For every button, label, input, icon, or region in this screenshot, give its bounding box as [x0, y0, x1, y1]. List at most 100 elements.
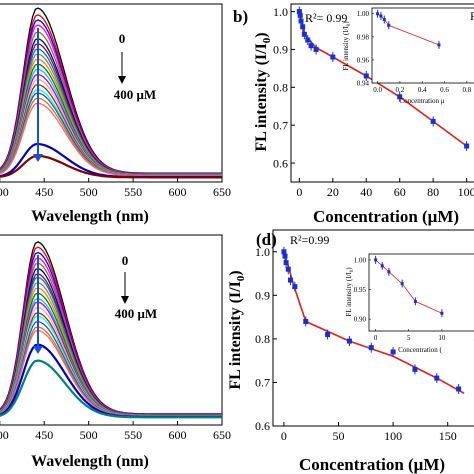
panel-b-frame — [290, 3, 474, 183]
panel-c-curves — [0, 241, 222, 419]
panel-b-plot: b) R²= 0.99 0.6 0.7 0.8 0.9 1.0 0 20 40 60 80 100… — [233, 3, 474, 226]
panel-d-inset-points — [374, 255, 444, 318]
x-tick-label: 450 — [35, 185, 53, 199]
x-tick-label: 0 — [374, 334, 378, 342]
x-tick-label: 450 — [35, 428, 53, 442]
panel-a-x-axis-title: Wavelength (nm) — [31, 208, 149, 225]
x-tick-label: 10 — [438, 334, 446, 342]
panel-c-frame — [0, 234, 223, 426]
x-tick-label: 0 — [281, 429, 287, 443]
panel-d-label: (d) — [256, 230, 277, 249]
panel-a-x-ticks: 400 450 500 550 600 650 — [0, 178, 231, 199]
data-point — [440, 311, 444, 315]
x-tick-label: 20 — [327, 185, 339, 199]
spectrum-curve — [0, 329, 222, 418]
spectrum-curve — [0, 359, 222, 419]
panel-b-inset-y-ticks: 0.94 0.96 0.98 1.00 — [357, 10, 374, 87]
x-tick-label: 0.2 — [396, 86, 405, 94]
panel-c-x-axis-title: Wavelength (nm) — [31, 453, 149, 470]
panel-b-r2: R²= 0.99 — [305, 11, 347, 25]
data-point — [387, 23, 391, 27]
data-point — [464, 143, 470, 149]
x-tick-label: 600 — [169, 185, 187, 199]
panel-a-curves — [0, 7, 222, 179]
data-point — [281, 249, 287, 255]
panel-d-inset-frame — [368, 253, 474, 332]
y-tick-label: 1.0 — [273, 5, 288, 19]
x-tick-label: 550 — [124, 185, 142, 199]
panel-d-y-ticks: 0.6 0.7 0.8 0.9 1.0 — [255, 245, 277, 433]
panel-c-annotation-bottom: 400 μM — [115, 306, 157, 321]
data-point — [300, 24, 306, 30]
panel-c-spectra: 400 450 500 550 600 650 0 400 μM Wavelength (… — [0, 234, 231, 470]
panel-d-inset-y-ticks: 0.90 0.95 1.00 — [354, 256, 371, 324]
data-point — [292, 284, 298, 290]
data-point — [434, 375, 440, 381]
data-point — [313, 46, 319, 52]
panel-d-plot: (d) R²=0.99 0.60.70.80.91.0 0 50 100 150 FL… — [227, 229, 474, 474]
spectrum-curve — [0, 343, 222, 418]
panel-d-inset-y-title: FL intensity (I/I0) — [345, 267, 355, 317]
data-point — [437, 43, 441, 47]
y-tick-label: 1.00 — [354, 256, 367, 264]
spectrum-curve — [0, 326, 222, 417]
x-tick-label: 500 — [80, 428, 98, 442]
y-tick-label: 0.90 — [354, 316, 367, 324]
y-tick-label: 0.8 — [255, 332, 270, 346]
data-point — [390, 349, 396, 355]
panel-d-x-axis-title: Concentration (μM) — [299, 455, 445, 474]
x-tick-label: 400 — [0, 185, 9, 199]
spectrum-curve — [0, 7, 222, 174]
data-point — [376, 12, 380, 16]
data-point — [298, 18, 304, 24]
x-tick-label: 50 — [333, 429, 345, 443]
data-point — [397, 94, 403, 100]
panel-b-x-ticks: 0 20 40 60 80 100 — [296, 178, 474, 199]
y-tick-label: 0.7 — [273, 118, 288, 132]
data-point — [308, 43, 314, 49]
x-tick-label: 0 — [296, 185, 302, 199]
x-tick-label: 0.4 — [418, 86, 427, 94]
x-tick-label: 100 — [384, 429, 402, 443]
panel-b-label: b) — [233, 7, 248, 26]
x-tick-label: 500 — [80, 185, 98, 199]
panel-c-annotation-top: 0 — [122, 253, 129, 268]
panel-d-y-axis-title: FL intensity (I/I0) — [227, 270, 247, 389]
data-point — [346, 338, 352, 344]
panel-b-y-axis-title: FL intensity (I/I0) — [253, 32, 273, 151]
y-tick-label: 0.7 — [255, 376, 270, 390]
y-tick-label: 0.94 — [357, 79, 370, 87]
spectrum-curve — [0, 102, 222, 177]
panel-a-arrowhead — [33, 154, 43, 162]
data-point — [285, 266, 291, 272]
data-point — [456, 386, 462, 392]
data-point — [287, 277, 293, 283]
panel-a-annotation-top: 0 — [119, 31, 126, 46]
panel-b-inset: R 0.94 0.96 0.98 1.00 0.0 0.2 0.4 0.6 0.8 FL in… — [342, 7, 474, 105]
panel-b-x-axis-title: Concentration (μM) — [313, 207, 459, 226]
panel-b-inset-x-ticks: 0.0 0.2 0.4 0.6 0.8 — [373, 81, 472, 94]
panel-c-annotation-arrowhead — [121, 296, 129, 304]
x-tick-label: 5 — [407, 334, 411, 342]
data-point — [430, 118, 436, 124]
panel-d-inset: 0.900.951.00 05101 FL intensity (I/I0) C… — [345, 253, 474, 354]
panel-b-inset-r2: R — [470, 9, 474, 23]
spectrum-curve — [0, 68, 222, 176]
spectrum-curve — [0, 24, 222, 175]
x-tick-label: 0.8 — [462, 86, 471, 94]
panel-d-points — [281, 246, 462, 394]
x-tick-label: 80 — [427, 185, 439, 199]
data-point — [412, 366, 418, 372]
y-tick-label: 0.96 — [357, 56, 370, 64]
x-tick-label: 0.6 — [440, 86, 449, 94]
panel-a-annotation-arrowhead — [118, 76, 126, 84]
spectrum-curve — [0, 63, 222, 176]
panel-d-frame — [272, 229, 474, 427]
panel-a-frame — [0, 3, 223, 183]
y-tick-label: 0.6 — [273, 156, 288, 170]
data-point — [283, 260, 289, 266]
data-point — [379, 14, 383, 18]
y-tick-label: 0.9 — [273, 43, 288, 57]
data-point — [282, 253, 288, 259]
data-point — [387, 270, 391, 274]
